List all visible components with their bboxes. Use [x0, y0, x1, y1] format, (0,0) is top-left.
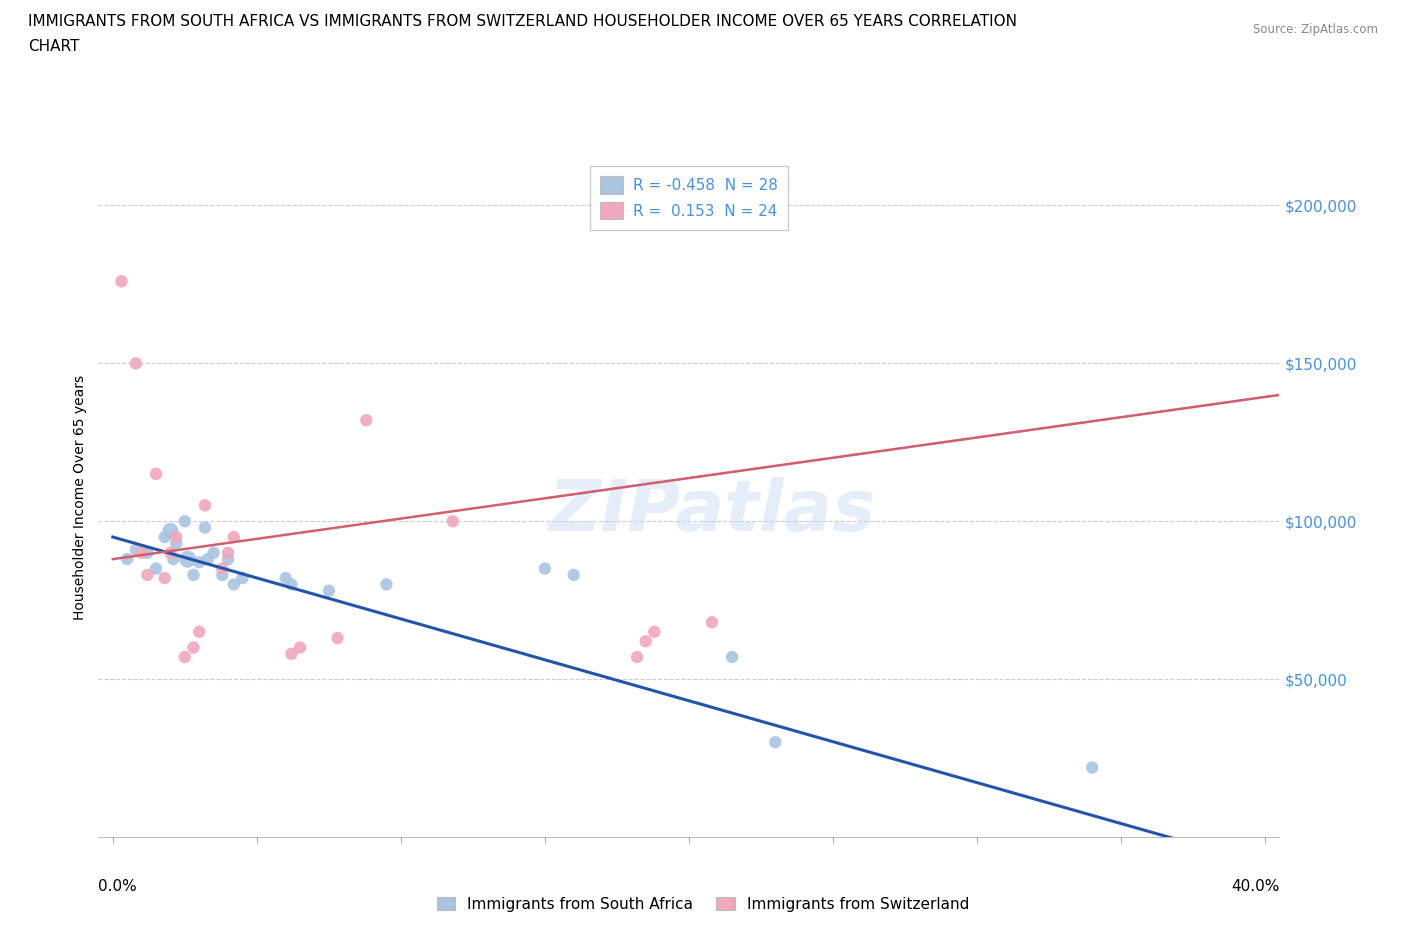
Point [700, 615, 723, 630]
Point [274, 571, 297, 586]
Point [194, 520, 217, 535]
Point [643, 624, 665, 639]
Point [211, 561, 233, 576]
Point [280, 646, 302, 661]
Point [159, 524, 181, 538]
Legend: Immigrants from South Africa, Immigrants from Switzerland: Immigrants from South Africa, Immigrants… [430, 890, 976, 918]
Point [222, 529, 245, 544]
Point [211, 567, 233, 582]
Point [110, 273, 132, 288]
Point [288, 640, 311, 655]
Point [375, 577, 398, 591]
Text: 0.0%: 0.0% [98, 879, 138, 894]
Point [280, 577, 302, 591]
Point [197, 551, 219, 566]
Point [194, 498, 217, 512]
Point [318, 583, 340, 598]
Point [145, 561, 167, 576]
Point [136, 567, 159, 582]
Point [183, 640, 205, 655]
Point [188, 624, 211, 639]
Point [183, 567, 205, 582]
Point [231, 571, 253, 586]
Point [217, 545, 239, 560]
Point [173, 513, 195, 528]
Point [634, 633, 657, 648]
Legend: R = -0.458  N = 28, R =  0.153  N = 24: R = -0.458 N = 28, R = 0.153 N = 24 [589, 166, 789, 230]
Point [125, 542, 148, 557]
Point [534, 561, 557, 576]
Point [165, 536, 187, 551]
Point [356, 413, 378, 428]
Y-axis label: Householder Income Over 65 years: Householder Income Over 65 years [73, 375, 87, 620]
Point [159, 545, 181, 560]
Point [326, 631, 349, 645]
Point [173, 649, 195, 664]
Point [115, 551, 138, 566]
Point [136, 545, 159, 560]
Point [202, 545, 225, 560]
Point [1081, 760, 1104, 775]
Point [131, 545, 153, 560]
Point [188, 555, 211, 570]
Point [763, 735, 786, 750]
Point [145, 467, 167, 482]
Text: IMMIGRANTS FROM SOUTH AFRICA VS IMMIGRANTS FROM SWITZERLAND HOUSEHOLDER INCOME O: IMMIGRANTS FROM SOUTH AFRICA VS IMMIGRAN… [28, 14, 1017, 29]
Point [177, 551, 200, 566]
Text: Source: ZipAtlas.com: Source: ZipAtlas.com [1253, 23, 1378, 36]
Point [217, 551, 239, 566]
Point [222, 577, 245, 591]
Point [441, 513, 464, 528]
Point [626, 649, 648, 664]
Point [125, 356, 148, 371]
Point [562, 567, 585, 582]
Point [721, 649, 744, 664]
Text: ZIPatlas: ZIPatlas [548, 477, 876, 546]
Point [165, 529, 187, 544]
Text: CHART: CHART [28, 39, 80, 54]
Point [153, 529, 176, 544]
Text: 40.0%: 40.0% [1232, 879, 1279, 894]
Point [153, 571, 176, 586]
Point [162, 551, 184, 566]
